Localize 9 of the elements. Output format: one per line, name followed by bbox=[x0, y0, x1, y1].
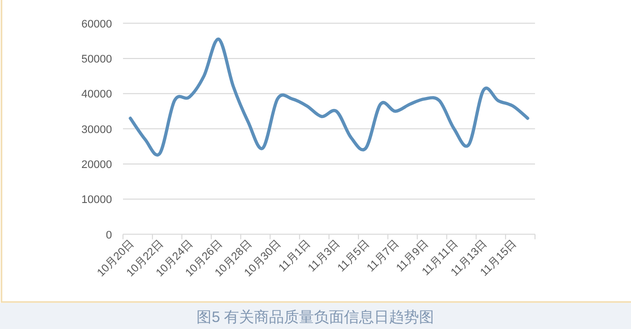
y-tick-label: 50000 bbox=[81, 53, 112, 66]
line-series bbox=[128, 38, 530, 156]
y-tick-label: 30000 bbox=[81, 124, 112, 136]
text: 图5 有关商品质量负面信息日趋势图 bbox=[196, 309, 434, 326]
y-tick-label: 10000 bbox=[81, 194, 112, 206]
y-tick-label: 20000 bbox=[81, 158, 112, 171]
y-tick-label: 60000 bbox=[81, 18, 112, 30]
y-tick-label: 40000 bbox=[81, 88, 112, 101]
y-tick-label: 0 bbox=[106, 229, 112, 242]
